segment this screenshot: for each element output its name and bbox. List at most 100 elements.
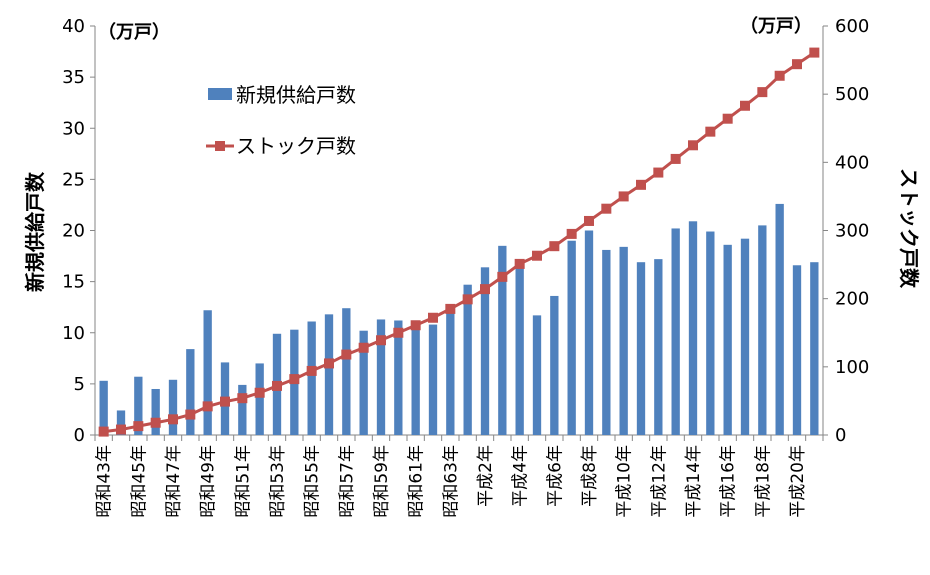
x-tick-label: 平成10年: [615, 445, 635, 518]
stock-point: [722, 113, 733, 124]
right-tick-label: 300: [835, 221, 869, 242]
stock-point: [116, 424, 126, 435]
x-tick-label: 平成8年: [580, 445, 600, 507]
supply-bar: [428, 324, 438, 435]
x-tick-label: 昭和57年: [337, 445, 357, 518]
stock-point: [358, 342, 369, 353]
supply-bar: [411, 320, 420, 435]
x-tick-label: 昭和53年: [268, 445, 288, 518]
supply-bar: [723, 244, 732, 435]
stock-point: [185, 409, 196, 420]
stock-point: [774, 70, 785, 81]
stock-point: [740, 100, 750, 111]
stock-point: [792, 59, 802, 70]
stock-point: [618, 191, 629, 202]
legend-bar-label: 新規供給戸数: [236, 83, 356, 107]
supply-bar: [376, 319, 386, 435]
stock-point: [306, 365, 317, 376]
supply-bar: [498, 245, 507, 435]
left-axis-title: 新規供給戸数: [23, 171, 47, 292]
x-tick-label: 昭和61年: [407, 445, 427, 518]
stock-point: [809, 47, 820, 58]
stock-point: [514, 258, 525, 269]
supply-bar: [602, 249, 611, 435]
x-tick-label: 昭和43年: [95, 445, 115, 518]
x-tick-label: 昭和49年: [199, 445, 219, 518]
supply-bar: [567, 240, 576, 435]
supply-bar: [203, 310, 212, 435]
supply-bar: [116, 410, 126, 435]
left-tick-label: 25: [62, 169, 85, 190]
right-axis-title: ストック戸数: [897, 168, 921, 289]
x-tick-label: 昭和45年: [129, 445, 149, 518]
supply-bar: [792, 265, 802, 435]
stock-point: [428, 312, 438, 323]
supply-bar: [134, 376, 143, 435]
x-tick-label: 平成16年: [719, 445, 739, 518]
supply-bar: [99, 380, 108, 435]
stock-point: [133, 421, 144, 432]
legend-line-label: ストック戸数: [236, 134, 356, 158]
left-axis-unit: （万戸）: [98, 22, 170, 43]
stock-point: [98, 426, 109, 437]
legend-line-marker: [215, 141, 225, 151]
stock-point: [549, 241, 560, 252]
stock-point: [168, 414, 178, 425]
stock-point: [566, 228, 577, 239]
x-tick-label: 平成20年: [788, 445, 808, 518]
x-tick-label: 平成18年: [753, 445, 773, 518]
stock-point: [601, 203, 612, 214]
right-axis-unit: （万戸）: [740, 16, 812, 37]
x-tick-label: 平成2年: [476, 445, 496, 507]
supply-bar: [359, 330, 368, 435]
supply-bar: [186, 349, 195, 435]
supply-bar: [740, 238, 750, 435]
stock-point: [688, 140, 698, 151]
supply-bar: [342, 308, 351, 435]
left-tick-label: 30: [62, 118, 85, 139]
supply-bar: [619, 246, 628, 435]
supply-bar: [706, 231, 715, 435]
stock-point: [480, 284, 490, 295]
supply-bar: [636, 262, 646, 435]
supply-bar: [238, 384, 247, 435]
supply-bar: [394, 320, 403, 435]
stock-point: [324, 358, 334, 369]
supply-bar: [446, 311, 455, 435]
left-tick-label: 0: [74, 425, 85, 446]
stock-point: [341, 349, 352, 360]
left-tick-label: 40: [62, 16, 85, 37]
stock-point: [497, 271, 508, 282]
supply-bar: [654, 259, 663, 435]
supply-bar: [255, 363, 264, 435]
x-tick-label: 昭和55年: [303, 445, 323, 518]
supply-bar: [480, 267, 490, 435]
supply-bar: [324, 314, 334, 435]
right-tick-label: 400: [835, 152, 869, 173]
stock-point: [636, 179, 646, 190]
stock-point: [254, 387, 265, 398]
supply-bar: [584, 230, 594, 435]
supply-bar: [307, 321, 316, 435]
x-tick-label: 昭和59年: [372, 445, 392, 518]
left-tick-label: 35: [62, 67, 85, 88]
stock-point: [705, 126, 716, 137]
stock-point: [150, 417, 161, 428]
stock-point: [272, 380, 282, 391]
supply-bar: [775, 203, 784, 435]
left-tick-label: 15: [62, 272, 85, 293]
supply-bar: [758, 225, 767, 435]
supply-bar: [671, 228, 680, 435]
x-tick-label: 昭和47年: [164, 445, 184, 518]
left-tick-label: 5: [74, 374, 85, 395]
stock-point: [532, 250, 542, 261]
supply-bar: [550, 295, 559, 435]
right-tick-label: 0: [835, 425, 846, 446]
stock-point: [584, 215, 594, 226]
stock-point: [462, 294, 473, 305]
x-tick-label: 平成14年: [684, 445, 704, 518]
stock-point: [757, 87, 768, 98]
stock-point: [376, 335, 386, 346]
